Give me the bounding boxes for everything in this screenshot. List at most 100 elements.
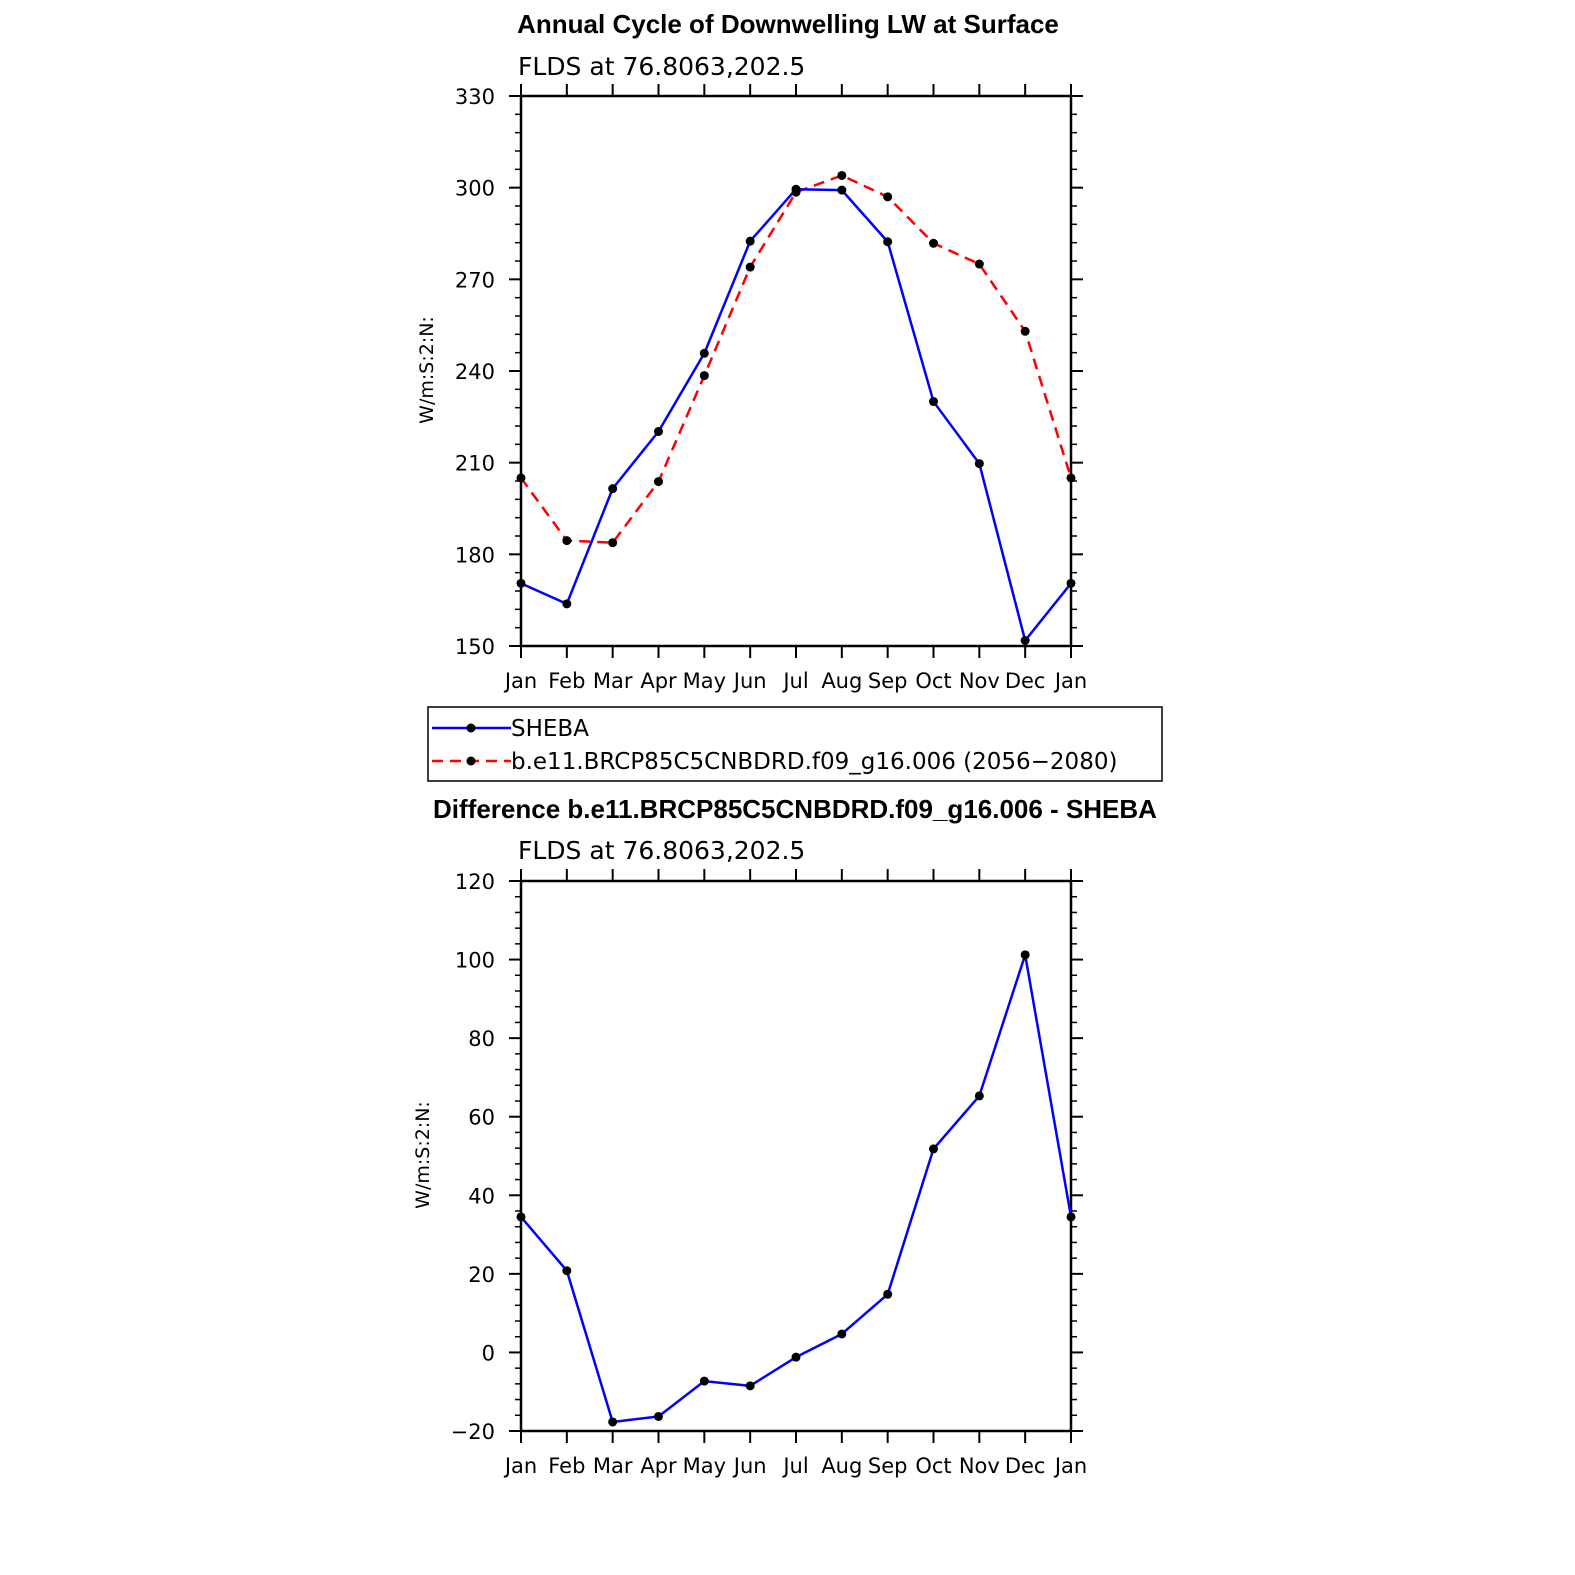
data-point [837, 170, 847, 180]
x-tick-label: Feb [548, 1454, 585, 1478]
plot-frame [519, 879, 1073, 1433]
series-line-1 [519, 174, 1073, 544]
difference-chart: Difference b.e11.BRCP85C5CNBDRD.f09_g16.… [412, 794, 1157, 1478]
x-tick-label: Jun [732, 669, 767, 693]
chart1-legend: SHEBA b.e11.BRCP85C5CNBDRD.f09_g16.006 (… [427, 706, 1163, 782]
x-tick-label: Nov [959, 669, 1000, 693]
y-tick-label: 300 [455, 177, 495, 201]
data-point [974, 1091, 984, 1101]
legend-sheba-marker [466, 723, 476, 733]
data-point [1020, 326, 1030, 336]
y-tick-label: 270 [455, 268, 495, 292]
x-tick-label: Jan [503, 669, 537, 693]
legend-box [427, 706, 1163, 782]
data-point [974, 259, 984, 269]
data-point [929, 1144, 938, 1154]
x-tick-label: Jun [732, 1454, 767, 1478]
x-tick-label: Apr [640, 669, 677, 693]
data-point [1066, 473, 1076, 483]
chart2-subtitle: FLDS at 76.8063,202.5 [518, 836, 805, 865]
data-point [1020, 636, 1030, 645]
data-point [837, 1329, 847, 1339]
data-point [929, 397, 938, 407]
x-tick-label: Mar [593, 669, 633, 693]
chart1-ylabel: W/m:S:2:N: [416, 316, 438, 424]
chart1-title: Annual Cycle of Downwelling LW at Surfac… [517, 9, 1059, 39]
x-tick-label: Apr [640, 1454, 677, 1478]
data-point [883, 237, 893, 247]
chart1-subtitle: FLDS at 76.8063,202.5 [518, 52, 805, 81]
x-tick-label: Jan [503, 1454, 537, 1478]
data-point [883, 192, 893, 202]
y-tick-label: −20 [451, 1420, 495, 1444]
data-point [1020, 950, 1030, 960]
y-tick-label: 60 [468, 1106, 495, 1130]
x-tick-label: Nov [959, 1454, 1000, 1478]
x-tick-label: Jan [1053, 1454, 1087, 1478]
y-tick-label: 120 [455, 870, 495, 894]
data-point [883, 1289, 893, 1299]
x-tick-label: Aug [821, 1454, 862, 1478]
data-point [562, 1266, 572, 1276]
annual-cycle-chart: Annual Cycle of Downwelling LW at Surfac… [416, 9, 1087, 693]
y-tick-label: 100 [455, 949, 495, 973]
plot-frame [519, 94, 1073, 648]
data-point [974, 459, 984, 469]
data-point [608, 538, 618, 548]
chart2-marks [516, 950, 1076, 1427]
data-point [608, 484, 618, 494]
data-point [929, 238, 938, 248]
y-tick-label: 210 [455, 452, 495, 476]
y-tick-label: 240 [455, 360, 495, 384]
chart1-marks [516, 170, 1076, 645]
x-tick-label: Sep [868, 669, 908, 693]
x-tick-label: Oct [915, 1454, 951, 1478]
x-tick-label: Mar [593, 1454, 633, 1478]
data-point [516, 1212, 526, 1222]
data-point [1066, 1212, 1076, 1222]
legend-model-label: b.e11.BRCP85C5CNBDRD.f09_g16.006 (2056−2… [511, 749, 1117, 775]
data-point [791, 187, 801, 197]
y-tick-label: 150 [455, 635, 495, 659]
x-tick-label: Oct [915, 669, 951, 693]
chart2-axes: Jan Feb Mar Apr May Jun Jul Aug Sep Oct Nov Dec Jan−… [451, 869, 1087, 1478]
data-point [654, 477, 663, 487]
legend-sheba-label: SHEBA [511, 716, 589, 742]
data-point [745, 262, 755, 272]
x-tick-label: May [683, 669, 726, 693]
data-point [516, 473, 526, 483]
y-tick-label: 20 [468, 1263, 495, 1287]
x-tick-label: Jul [781, 1454, 808, 1478]
x-tick-label: Feb [548, 669, 585, 693]
data-point [516, 578, 526, 588]
data-point [699, 348, 709, 358]
data-point [562, 599, 572, 609]
series-line-0 [520, 953, 1073, 1424]
legend-model-marker [466, 756, 476, 766]
data-point [699, 371, 709, 381]
y-tick-label: 180 [455, 543, 495, 567]
x-tick-label: Dec [1005, 1454, 1046, 1478]
y-tick-label: 0 [482, 1341, 495, 1365]
data-point [745, 236, 755, 246]
chart2-ylabel: W/m:S:2:N: [412, 1101, 434, 1209]
data-point [654, 427, 663, 436]
y-tick-label: 330 [455, 85, 495, 109]
chart1-axes: Jan Feb Mar Apr May Jun Jul Aug Sep Oct Nov Dec Jan 1… [455, 84, 1087, 693]
data-point [837, 185, 847, 195]
x-tick-label: Aug [821, 669, 862, 693]
data-point [562, 536, 572, 546]
x-tick-label: May [683, 1454, 726, 1478]
series-line-0 [520, 187, 1072, 642]
data-point [791, 1352, 801, 1362]
data-point [745, 1381, 755, 1391]
y-tick-label: 40 [468, 1184, 495, 1208]
y-tick-label: 80 [468, 1027, 495, 1051]
data-point [1066, 578, 1076, 588]
data-point [608, 1417, 618, 1427]
x-tick-label: Jul [781, 669, 808, 693]
x-tick-label: Dec [1005, 669, 1046, 693]
x-tick-label: Jan [1053, 669, 1087, 693]
x-tick-label: Sep [868, 1454, 908, 1478]
